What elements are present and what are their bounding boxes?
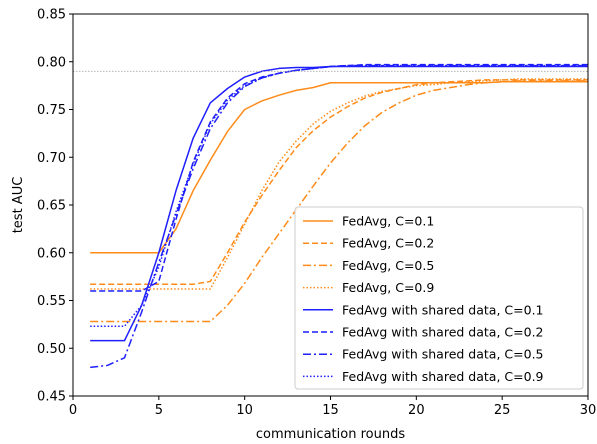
y-tick-label: 0.50 <box>37 342 66 357</box>
legend-label: FedAvg, C=0.9 <box>342 280 434 295</box>
x-tick-label: 30 <box>580 403 597 418</box>
y-tick-label: 0.55 <box>37 294 66 309</box>
y-tick-label: 0.70 <box>37 151 66 166</box>
x-axis-label: communication rounds <box>256 427 405 442</box>
legend-label: FedAvg with shared data, C=0.9 <box>342 369 544 384</box>
legend-label: FedAvg with shared data, C=0.2 <box>342 325 544 340</box>
y-tick-label: 0.80 <box>37 55 66 70</box>
legend-box <box>294 206 584 390</box>
series-line-2 <box>90 79 588 286</box>
legend: FedAvg, C=0.1 FedAvg, C=0.2 FedAvg, C=0.5 F… <box>294 206 584 390</box>
x-tick-label: 25 <box>494 403 511 418</box>
y-tick-label: 0.45 <box>37 390 66 405</box>
legend-label: FedAvg with shared data, C=0.1 <box>342 302 544 317</box>
y-tick-label: 0.65 <box>37 199 66 214</box>
series-line-8 <box>90 64 588 328</box>
x-tick-label: 5 <box>155 403 163 418</box>
series-line-1 <box>90 81 588 254</box>
y-tick-label: 0.60 <box>37 246 66 261</box>
y-axis-ticks: 0.45 0.50 0.55 0.60 0.65 0.70 0.75 0.80 0.85 <box>37 8 73 405</box>
y-tick-label: 0.85 <box>37 8 66 23</box>
series-lines <box>90 63 588 369</box>
x-axis-ticks: 0 5 10 15 20 25 30 <box>69 396 596 418</box>
legend-label: FedAvg, C=0.5 <box>342 258 434 273</box>
x-tick-label: 10 <box>236 403 253 418</box>
x-tick-label: 20 <box>408 403 425 418</box>
series-line-3 <box>90 80 588 323</box>
legend-label: FedAvg with shared data, C=0.5 <box>342 347 544 362</box>
x-tick-label: 15 <box>322 403 339 418</box>
y-tick-label: 0.75 <box>37 103 66 118</box>
x-tick-label: 0 <box>69 403 77 418</box>
legend-label: FedAvg, C=0.1 <box>342 214 434 229</box>
legend-label: FedAvg, C=0.2 <box>342 236 434 251</box>
y-axis-label: test AUC <box>11 177 26 234</box>
series-line-4 <box>90 78 588 290</box>
